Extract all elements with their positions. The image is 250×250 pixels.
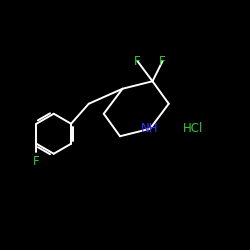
Text: F: F — [159, 55, 166, 68]
Text: NH: NH — [141, 122, 159, 135]
Text: F: F — [134, 55, 141, 68]
Text: HCl: HCl — [182, 122, 203, 135]
Text: F: F — [33, 155, 40, 168]
